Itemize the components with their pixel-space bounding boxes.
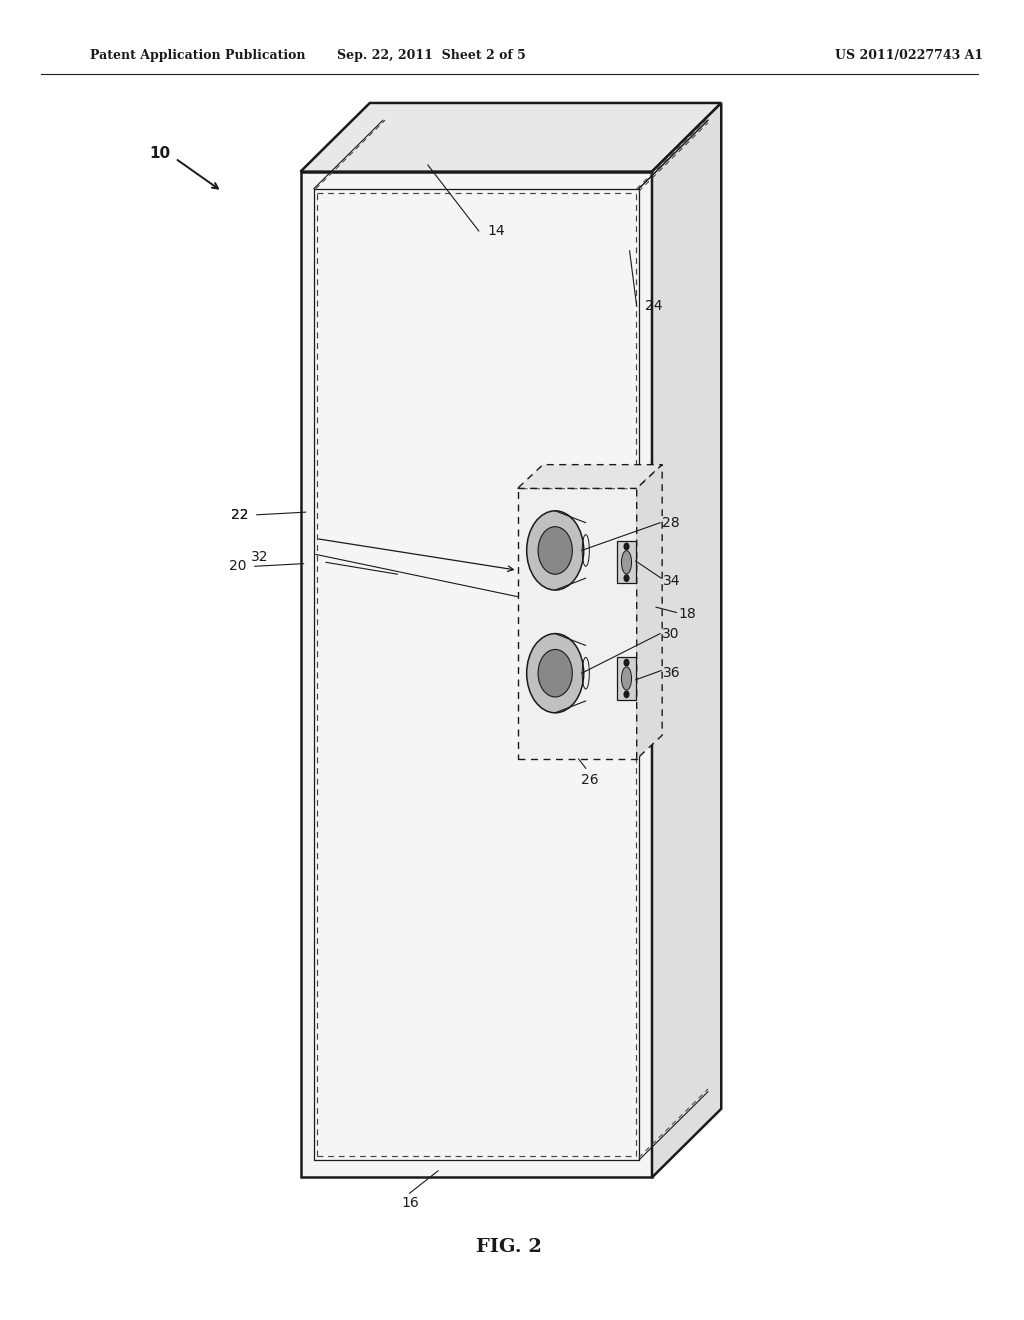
Text: 28: 28 — [663, 516, 680, 529]
Text: US 2011/0227743 A1: US 2011/0227743 A1 — [836, 49, 983, 62]
Text: 30: 30 — [663, 627, 680, 640]
Polygon shape — [637, 465, 663, 759]
Text: 32: 32 — [251, 550, 268, 564]
Text: 26: 26 — [581, 774, 598, 787]
Ellipse shape — [526, 634, 584, 713]
Ellipse shape — [622, 667, 632, 690]
Text: FIG. 2: FIG. 2 — [476, 1238, 543, 1257]
Polygon shape — [300, 172, 652, 1177]
Ellipse shape — [526, 511, 584, 590]
Circle shape — [624, 659, 630, 667]
Ellipse shape — [538, 527, 572, 574]
Polygon shape — [652, 103, 721, 1177]
Text: 34: 34 — [664, 574, 681, 587]
Text: 22: 22 — [231, 508, 249, 521]
Circle shape — [624, 574, 630, 582]
Text: 14: 14 — [487, 224, 505, 238]
Text: 36: 36 — [664, 667, 681, 680]
Circle shape — [624, 690, 630, 698]
Text: 22: 22 — [231, 508, 249, 521]
Text: 20: 20 — [229, 560, 247, 573]
Text: Patent Application Publication: Patent Application Publication — [90, 49, 305, 62]
FancyBboxPatch shape — [617, 541, 636, 583]
Polygon shape — [517, 465, 663, 488]
Text: 10: 10 — [150, 145, 171, 161]
Ellipse shape — [538, 649, 572, 697]
Polygon shape — [517, 488, 637, 759]
Text: Sep. 22, 2011  Sheet 2 of 5: Sep. 22, 2011 Sheet 2 of 5 — [337, 49, 525, 62]
Polygon shape — [300, 103, 721, 172]
Text: 24: 24 — [645, 300, 663, 313]
Text: 16: 16 — [401, 1196, 419, 1209]
Ellipse shape — [622, 550, 632, 574]
Text: 18: 18 — [679, 607, 696, 620]
FancyBboxPatch shape — [617, 657, 636, 700]
Circle shape — [624, 543, 630, 550]
